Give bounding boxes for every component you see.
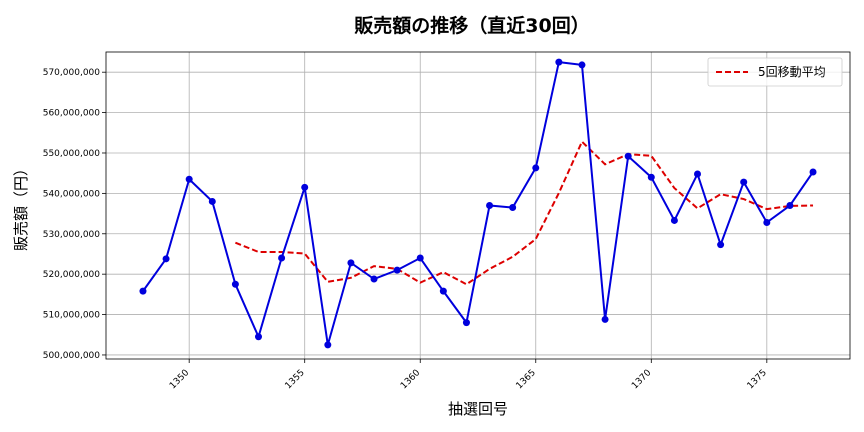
legend-label-moving-average: 5回移動平均 [758,65,826,79]
data-point [393,266,401,274]
y-tick-label: 550,000,000 [43,149,101,159]
x-tick-label: 1360 [399,368,422,391]
data-point [670,216,678,224]
data-point [185,175,193,183]
series-layer [139,58,817,349]
data-point [532,164,540,172]
data-point [208,197,216,205]
data-point [578,61,586,69]
data-point [601,315,609,323]
y-tick-label: 510,000,000 [43,311,101,321]
x-tick-label: 1350 [168,368,191,391]
x-tick-label: 1365 [515,368,538,391]
data-point [347,259,355,267]
data-point [555,58,563,66]
data-point [439,287,447,295]
chart-title: 販売額の推移（直近30回） [354,14,589,37]
data-point [370,275,378,283]
data-point [624,152,632,160]
data-point [278,254,286,262]
y-axis-ticks: 500,000,000 510,000,000 520,000,000 530,000… [43,68,106,361]
x-tick-label: 1355 [284,368,307,391]
data-point [416,254,424,262]
data-point [509,204,517,212]
x-axis-label: 抽選回号 [448,400,508,418]
data-point [786,202,794,209]
y-tick-label: 570,000,000 [43,68,101,78]
legend: 5回移動平均 [707,57,843,87]
data-point [301,183,309,191]
data-point [254,333,262,341]
y-tick-label: 540,000,000 [43,189,101,199]
data-point [139,287,147,295]
y-tick-label: 530,000,000 [43,230,101,240]
y-tick-label: 560,000,000 [43,109,101,119]
data-point [462,319,470,327]
legend-box [707,57,843,87]
x-tick-label: 1370 [630,368,653,391]
plot-frame [105,51,851,360]
x-axis-ticks: 1350 1355 1360 1365 1370 1375 [168,359,769,391]
y-tick-label: 500,000,000 [43,351,101,361]
data-point [231,280,239,288]
grid-lines [106,52,850,359]
data-point [809,168,817,176]
data-point [717,241,725,249]
series-line-moving-average [235,139,814,286]
data-point [740,178,748,186]
y-axis-label: 販売額（円） [12,161,30,251]
data-point [486,202,494,209]
y-tick-label: 520,000,000 [43,270,101,280]
data-point [647,173,655,181]
data-point [324,341,332,349]
data-point [162,255,170,263]
data-point [763,218,771,226]
series-line-sales [142,60,814,346]
data-point [694,170,702,178]
x-tick-label: 1375 [746,368,769,391]
